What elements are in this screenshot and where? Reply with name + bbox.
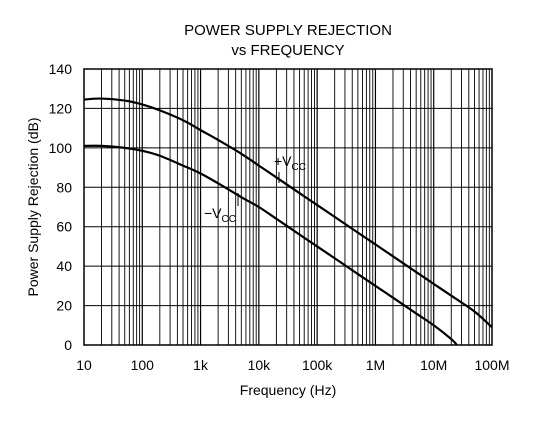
chart-title-line1: POWER SUPPLY REJECTION <box>184 22 392 39</box>
x-tick-label: 10 <box>76 357 92 373</box>
y-tick-label: 140 <box>49 61 73 77</box>
series-pos-vcc-line <box>83 97 493 329</box>
x-tick-label: 100M <box>474 357 509 373</box>
y-tick-labels: 0 20 40 60 80 100 120 140 <box>49 61 73 353</box>
x-tick-label: 100k <box>302 357 333 373</box>
x-tick-label: 10M <box>420 357 447 373</box>
y-axis-label: Power Supply Rejection (dB) <box>25 118 41 297</box>
neg-vcc-label: −VCC <box>204 205 236 225</box>
x-tick-label: 10k <box>248 357 272 373</box>
x-axis-label: Frequency (Hz) <box>240 382 336 398</box>
pos-vcc-label: +VCC <box>274 153 306 173</box>
y-tick-label: 80 <box>56 179 72 195</box>
pos-vcc-label-main: +V <box>274 153 292 169</box>
x-tick-labels: 10 100 1k 10k 100k 1M 10M 100M <box>76 357 509 373</box>
pos-vcc-label-sub: CC <box>292 162 306 173</box>
y-tick-label: 40 <box>56 258 72 274</box>
x-tick-label: 1M <box>366 357 385 373</box>
chart-title-line2: vs FREQUENCY <box>231 42 344 59</box>
y-tick-label: 120 <box>49 100 73 116</box>
grid <box>84 68 492 346</box>
plot-frame <box>83 68 493 346</box>
y-tick-label: 60 <box>56 219 72 235</box>
neg-vcc-label-sub: CC <box>222 214 236 225</box>
y-tick-label: 20 <box>56 298 72 314</box>
y-tick-label: 0 <box>64 337 72 353</box>
series-layer <box>83 97 493 346</box>
y-tick-label: 100 <box>49 140 73 156</box>
x-tick-label: 100 <box>131 357 155 373</box>
x-tick-label: 1k <box>193 357 209 373</box>
neg-vcc-label-main: −V <box>204 205 222 221</box>
series-neg-vcc-line <box>83 144 458 346</box>
